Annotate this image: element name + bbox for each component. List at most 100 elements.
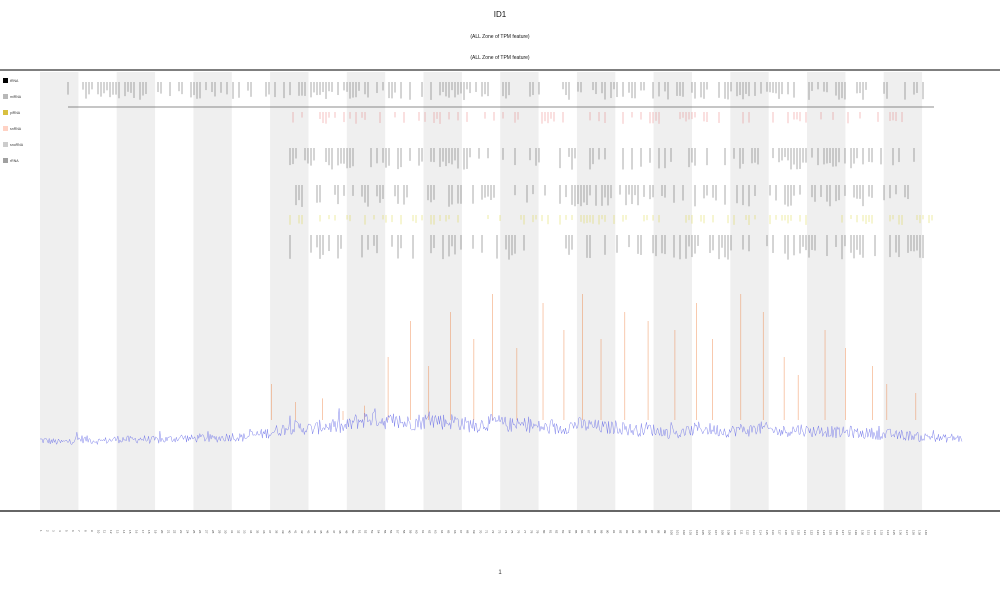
x-tick-label: 49 (345, 530, 349, 534)
x-tick-label: 118 (784, 530, 788, 535)
x-tick-label: 22 (173, 530, 177, 534)
x-tick-label: 35 (256, 530, 260, 534)
x-tick-label: 19 (154, 530, 158, 534)
x-tick-label: 2 (45, 530, 49, 532)
x-tick-label: 139 (918, 530, 922, 535)
x-tick-label: 40 (287, 530, 291, 534)
x-tick-label: 54 (376, 530, 380, 534)
x-tick-label: 107 (714, 530, 718, 535)
legend-swatch (3, 110, 8, 115)
x-tick-label: 3 (52, 530, 56, 532)
legend-swatch (3, 126, 8, 131)
legend-label: piRNA (10, 111, 21, 115)
x-tick-label: 70 (478, 530, 482, 534)
x-tick-label: 132 (873, 530, 877, 535)
legend-label: snoRNA (10, 143, 24, 147)
background-band (576, 72, 616, 510)
x-tick-label: 112 (746, 530, 750, 535)
x-tick-label: 62 (427, 530, 431, 534)
x-tick-label: 48 (338, 530, 342, 534)
feature-rug-marks (67, 82, 933, 260)
legend-swatch (3, 142, 8, 147)
x-tick-label: 7 (77, 530, 81, 532)
x-tick-label: 6 (71, 530, 75, 532)
x-tick-label: 10 (96, 530, 100, 534)
x-tick-label: 105 (701, 530, 705, 535)
x-tick-label: 116 (771, 530, 775, 535)
x-tick-label: 86 (580, 530, 584, 534)
x-tick-label: 44 (313, 530, 317, 534)
x-tick-label: 115 (765, 530, 769, 535)
legend: tRNA miRNA piRNA snRNA snoRNA rRNA (3, 78, 24, 163)
x-tick-label: 27 (205, 530, 209, 534)
legend-swatch (3, 94, 8, 99)
x-tick-label: 129 (854, 530, 858, 535)
x-tick-label: 23 (179, 530, 183, 534)
x-tick-label: 134 (886, 530, 890, 535)
x-tick-label: 57 (396, 530, 400, 534)
chart-title-line-1: ID1 (494, 10, 507, 19)
x-tick-label: 8 (84, 530, 88, 532)
background-band (653, 72, 692, 510)
x-tick-label: 63 (434, 530, 438, 534)
x-tick-label: 33 (243, 530, 247, 534)
x-tick-label: 133 (879, 530, 883, 535)
x-tick-label: 37 (268, 530, 272, 534)
x-tick-label: 110 (733, 530, 737, 535)
x-tick-label: 52 (364, 530, 368, 534)
background-band (40, 72, 79, 510)
x-tick-label: 65 (447, 530, 451, 534)
background-band (346, 72, 386, 510)
x-tick-label: 87 (587, 530, 591, 534)
x-tick-label: 85 (574, 530, 578, 534)
background-band (807, 72, 846, 510)
x-tick-label: 26 (198, 530, 202, 534)
x-tick-label: 18 (147, 530, 151, 534)
x-tick-label: 119 (790, 530, 794, 535)
x-tick-label: 29 (217, 530, 221, 534)
x-tick-label: 38 (275, 530, 279, 534)
x-tick-label: 103 (688, 530, 692, 535)
x-tick-label: 130 (860, 530, 864, 535)
legend-label: rRNA (10, 159, 19, 163)
background-band (270, 72, 309, 510)
peak-lines (271, 294, 917, 420)
x-tick-label: 68 (466, 530, 470, 534)
x-tick-label: 82 (555, 530, 559, 534)
background-bands (40, 72, 923, 510)
x-tick-label: 73 (497, 530, 501, 534)
x-tick-label: 21 (166, 530, 170, 534)
x-tick-label: 28 (211, 530, 215, 534)
x-tick-label: 106 (708, 530, 712, 535)
x-tick-label: 66 (453, 530, 457, 534)
x-tick-label: 76 (517, 530, 521, 534)
x-tick-label: 72 (491, 530, 495, 534)
x-tick-label: 4 (58, 530, 62, 532)
x-tick-label: 53 (370, 530, 374, 534)
x-tick-label: 98 (657, 530, 661, 534)
x-tick-label: 59 (408, 530, 412, 534)
x-tick-labels: 1 2 3 4 5 6 7 8 9 10 11 12 13 14 15 16 17 18 19 20 21 22 23 24 2… (39, 530, 928, 535)
x-tick-label: 42 (300, 530, 304, 534)
x-tick-label: 99 (663, 530, 667, 534)
x-tick-label: 77 (523, 530, 527, 534)
x-tick-label: 34 (249, 530, 253, 534)
x-tick-label: 96 (644, 530, 648, 534)
x-axis-label: 1 (498, 570, 502, 576)
x-tick-label: 75 (510, 530, 514, 534)
x-tick-label: 138 (911, 530, 915, 535)
background-band (423, 72, 462, 510)
x-tick-label: 111 (739, 530, 743, 535)
legend-label: snRNA (10, 127, 22, 131)
x-tick-label: 114 (759, 530, 763, 535)
x-tick-label: 1 (39, 530, 43, 532)
x-tick-label: 45 (319, 530, 323, 534)
x-tick-label: 71 (485, 530, 489, 534)
signal-line (39, 408, 963, 446)
legend-label: miRNA (10, 95, 22, 99)
x-tick-label: 14 (122, 530, 126, 534)
x-tick-label: 13 (115, 530, 119, 534)
signal-series (39, 408, 963, 446)
